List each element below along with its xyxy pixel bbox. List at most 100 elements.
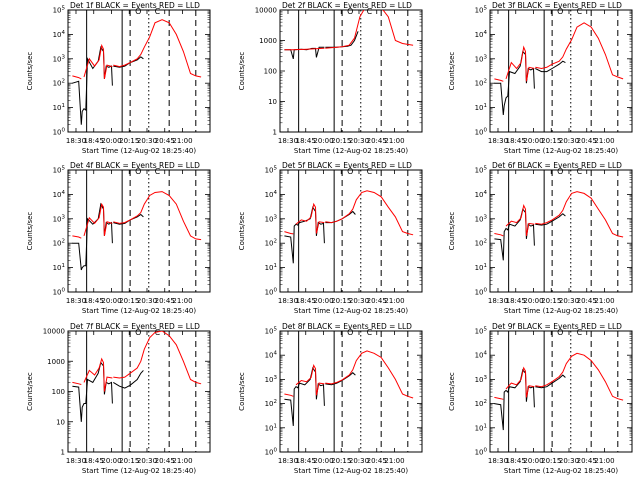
marker-o: O [347,167,353,176]
panel-title: Det 4f BLACK = Events RED = LLD [70,161,200,170]
marker-c: C [367,328,373,337]
series-lld-line [295,202,325,234]
y-tick-label: 105 [475,6,488,15]
y-axis-title: Counts/sec [26,212,34,251]
y-tick-label: 1000 [259,37,277,45]
x-axis-title: Start Time (12-Aug-02 18:25:40) [82,147,196,155]
y-tick-label: 101 [475,423,487,432]
y-tick-label: 102 [475,399,487,408]
x-tick-label: 20:15 [119,137,139,145]
series-events-line [325,210,356,224]
x-tick-label: 20:45 [155,457,175,465]
x-tick-label: 20:45 [577,137,597,145]
y-tick-label: 100 [265,448,278,457]
series-lld-line [113,19,202,78]
series-events-line [113,370,144,389]
plot-frame [489,9,633,133]
x-tick-label: 18:30 [278,137,298,145]
plot-frame [67,330,211,453]
y-tick-label: 101 [53,263,65,272]
series-lld-line [113,191,202,241]
y-tick-label: 103 [53,214,66,223]
x-tick-label: 20:15 [541,137,561,145]
y-tick-label: 103 [53,54,66,63]
x-tick-label: 18:30 [278,297,298,305]
y-tick-label: 102 [53,79,65,88]
y-tick-label: 101 [475,263,487,272]
x-tick-label: 18:45 [296,137,316,145]
x-tick-label: 18:30 [488,297,508,305]
y-tick-label: 100 [264,68,277,76]
marker-o: O [135,328,141,337]
x-tick-label: 20:30 [137,457,157,465]
y-tick-label: 101 [53,103,65,112]
series-lld-line [284,231,294,235]
series-lld-line [72,75,82,80]
plot-frame [279,9,423,133]
series-lld-line [325,190,414,236]
series-lld-line [505,45,535,82]
marker-c: C [155,7,161,16]
y-tick-label: 104 [265,351,278,360]
series-events-line [535,374,566,389]
x-tick-label: 20:00 [523,457,543,465]
series-lld-line [535,191,624,238]
x-tick-label: 20:30 [137,297,157,305]
panel-title: Det 1f BLACK = Events RED = LLD [70,1,200,10]
plot-frame [279,330,423,453]
y-tick-label: 101 [475,103,487,112]
x-tick-label: 18:30 [66,297,86,305]
x-tick-label: 21:00 [172,297,192,305]
y-tick-label: 102 [475,239,487,248]
y-tick-label: 100 [475,448,488,457]
marker-o: O [557,7,563,16]
series-lld-line [72,235,82,239]
x-tick-label: 21:00 [384,137,404,145]
x-tick-label: 20:30 [349,137,369,145]
y-tick-label: 101 [265,423,277,432]
x-tick-label: 20:00 [313,137,333,145]
marker-o: O [557,167,563,176]
series-lld-line [295,364,325,396]
x-tick-label: 21:00 [594,457,614,465]
marker-c: C [155,328,161,337]
x-axis-title: Start Time (12-Aug-02 18:25:40) [504,147,618,155]
marker-c: C [155,167,161,176]
y-axis-title: Counts/sec [448,372,456,411]
series-lld-line [83,202,113,237]
y-tick-label: 10 [56,418,65,426]
series-lld-line [284,393,294,397]
x-tick-label: 21:00 [594,297,614,305]
y-tick-label: 100 [475,288,488,297]
plot-frame [489,169,633,293]
x-tick-label: 20:00 [523,137,543,145]
x-tick-label: 20:15 [541,457,561,465]
marker-o: O [347,328,353,337]
series-lld-line [494,233,504,237]
y-tick-label: 101 [265,263,277,272]
y-tick-label: 104 [265,190,278,199]
series-events-line [535,213,566,226]
y-axis-title: Counts/sec [26,52,34,91]
plot-frame [279,169,423,293]
series-events-line [284,366,325,426]
x-tick-label: 20:15 [119,297,139,305]
x-tick-label: 20:45 [367,137,387,145]
x-tick-label: 20:15 [119,457,139,465]
y-tick-label: 104 [475,351,488,360]
panel-title: Det 7f BLACK = Events RED = LLD [70,322,200,331]
panel-title: Det 3f BLACK = Events RED = LLD [492,1,622,10]
x-tick-label: 20:00 [313,297,333,305]
marker-o: O [347,7,353,16]
series-lld-line [535,352,624,401]
series-lld-line [325,350,414,399]
x-tick-label: 20:30 [559,457,579,465]
x-tick-label: 18:45 [84,457,104,465]
x-tick-label: 20:45 [367,457,387,465]
x-axis-title: Start Time (12-Aug-02 18:25:40) [294,307,408,315]
marker-o: O [557,328,563,337]
panel-title: Det 6f BLACK = Events RED = LLD [492,161,622,170]
